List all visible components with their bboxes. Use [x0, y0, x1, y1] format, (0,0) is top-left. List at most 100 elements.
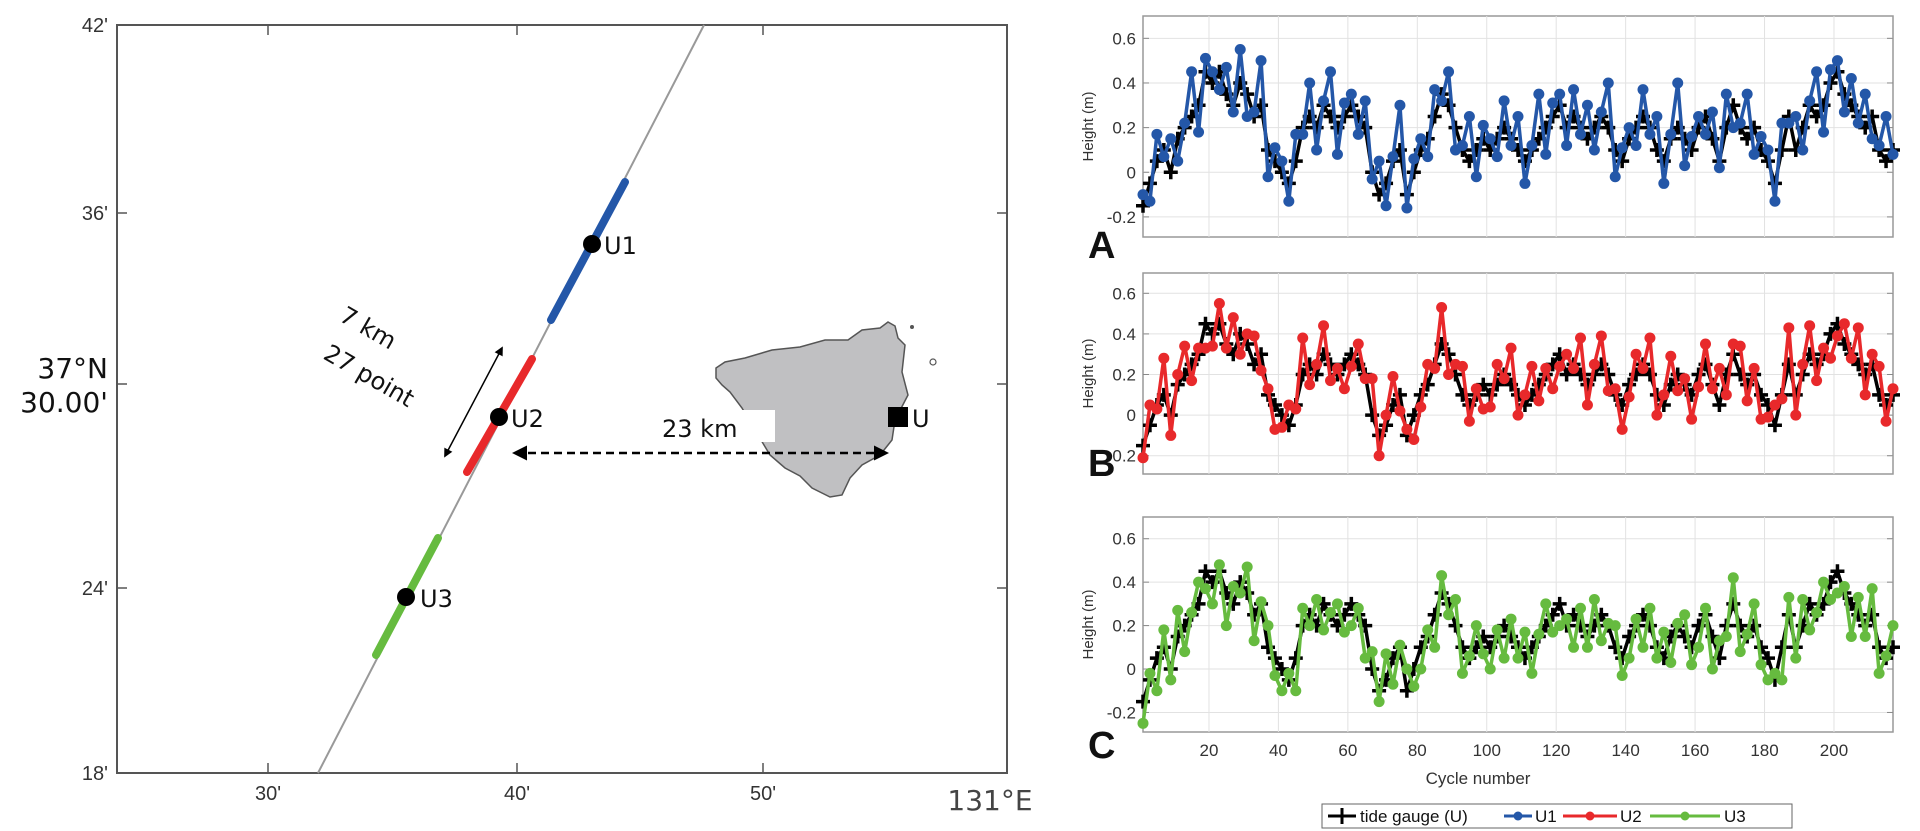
data-point-circle — [1366, 646, 1378, 658]
data-point-circle — [1151, 128, 1163, 140]
data-point-circle — [1831, 587, 1843, 599]
data-point-circle — [1165, 133, 1177, 145]
data-point-circle — [1769, 195, 1781, 207]
data-point-circle — [1526, 667, 1538, 679]
point-u3-label: U3 — [420, 585, 453, 613]
data-point-circle — [1234, 587, 1246, 599]
data-point-circle — [1456, 667, 1468, 679]
x-tick-label: 120 — [1542, 741, 1570, 760]
data-point-circle — [1297, 128, 1309, 140]
data-point-circle — [1630, 348, 1642, 360]
data-point-circle — [1734, 340, 1746, 352]
data-point-circle — [1811, 66, 1823, 78]
data-point-circle — [1873, 139, 1885, 151]
data-point-circle — [1609, 171, 1621, 183]
data-point-circle — [1200, 52, 1211, 64]
data-point-circle — [1165, 429, 1177, 441]
data-point-circle — [1276, 155, 1288, 167]
data-point-circle — [1422, 151, 1434, 163]
y-tick-label: 0 — [1127, 660, 1136, 679]
y-axis-label: Height (m) — [1080, 338, 1097, 408]
data-point-circle — [1484, 663, 1496, 675]
data-point-circle — [1609, 383, 1621, 395]
data-point-circle — [1748, 148, 1760, 160]
data-point-circle — [1172, 369, 1184, 381]
data-point-circle — [1852, 591, 1864, 603]
data-point-circle — [1297, 602, 1309, 614]
y-tick-label: 0 — [1127, 163, 1136, 182]
data-point-circle — [1172, 604, 1184, 616]
data-point-circle — [1623, 122, 1635, 134]
data-point-circle — [1533, 395, 1545, 407]
data-point-circle — [1797, 144, 1809, 156]
data-point-circle — [1401, 202, 1413, 214]
data-point-circle — [1456, 139, 1468, 151]
data-point-circle — [1262, 620, 1274, 632]
data-point-circle — [1845, 352, 1857, 364]
y-tick-label: 0.2 — [1112, 119, 1136, 138]
data-point-circle — [1568, 362, 1580, 374]
data-point-circle — [1811, 375, 1823, 387]
islet-icon — [910, 325, 914, 329]
data-point-circle — [1227, 580, 1239, 592]
data-point-plus — [1240, 87, 1255, 102]
data-point-circle — [1248, 330, 1260, 342]
data-point-circle — [1852, 117, 1864, 129]
islet-icon — [929, 358, 937, 366]
data-point-circle — [1311, 144, 1323, 156]
map-y-tick: 24' — [82, 578, 108, 600]
data-point-circle — [1262, 383, 1274, 395]
data-point-plus — [1427, 109, 1442, 124]
map-lon-label: 131°E — [947, 784, 1032, 817]
data-point-circle — [1616, 423, 1628, 435]
data-point-circle — [1234, 43, 1246, 55]
data-point-circle — [1658, 177, 1670, 189]
data-point-circle — [1776, 674, 1788, 686]
data-point-circle — [1276, 685, 1288, 697]
data-point-circle — [1248, 635, 1260, 647]
data-point-circle — [1470, 171, 1482, 183]
data-point-circle — [1672, 617, 1684, 629]
data-point-circle — [1561, 613, 1573, 625]
data-point-circle — [1672, 385, 1684, 397]
data-point-circle — [1352, 338, 1364, 350]
data-point-circle — [1762, 411, 1774, 423]
data-point-circle — [1470, 383, 1482, 395]
data-point-circle — [1415, 133, 1427, 145]
data-point-circle — [1311, 358, 1323, 370]
data-point-circle — [1158, 352, 1170, 364]
data-point-circle — [1679, 609, 1691, 621]
y-tick-label: 0.6 — [1112, 284, 1136, 303]
data-point-circle — [1637, 362, 1649, 374]
data-point-circle — [1700, 338, 1711, 350]
data-point-circle — [1387, 371, 1399, 383]
data-point-circle — [1179, 646, 1191, 658]
data-point-circle — [1790, 652, 1802, 664]
data-point-circle — [1512, 110, 1524, 122]
data-point-circle — [1783, 117, 1795, 129]
map-x-tick: 30' — [255, 783, 281, 805]
x-axis-label: Cycle number — [1426, 769, 1531, 788]
data-point-circle — [1623, 652, 1635, 664]
data-point-circle — [1554, 360, 1566, 372]
data-point-circle — [1498, 652, 1510, 664]
data-point-circle — [1373, 696, 1385, 708]
data-point-circle — [1206, 66, 1218, 78]
data-point-circle — [1519, 177, 1531, 189]
data-point-circle — [1713, 162, 1725, 174]
data-point-circle — [1575, 332, 1586, 344]
data-point-circle — [1443, 66, 1455, 78]
data-point-circle — [1429, 84, 1441, 96]
data-point-circle — [1533, 88, 1545, 100]
data-point-circle — [1234, 348, 1246, 360]
data-point-circle — [1797, 358, 1809, 370]
data-point-circle — [1554, 88, 1566, 100]
data-point-circle — [1269, 670, 1281, 682]
data-point-circle — [1213, 297, 1225, 309]
data-point-circle — [1651, 652, 1663, 664]
data-point-circle — [1693, 381, 1705, 393]
data-point-circle — [1700, 128, 1711, 140]
data-point-circle — [1477, 119, 1489, 131]
data-point-circle — [1616, 670, 1628, 682]
data-point-circle — [1415, 663, 1427, 675]
